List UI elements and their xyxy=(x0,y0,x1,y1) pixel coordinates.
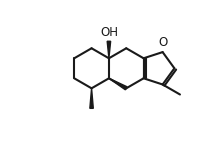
Text: OH: OH xyxy=(100,26,118,39)
Polygon shape xyxy=(107,41,111,58)
Polygon shape xyxy=(109,78,127,90)
Polygon shape xyxy=(90,88,93,108)
Text: O: O xyxy=(159,36,168,49)
